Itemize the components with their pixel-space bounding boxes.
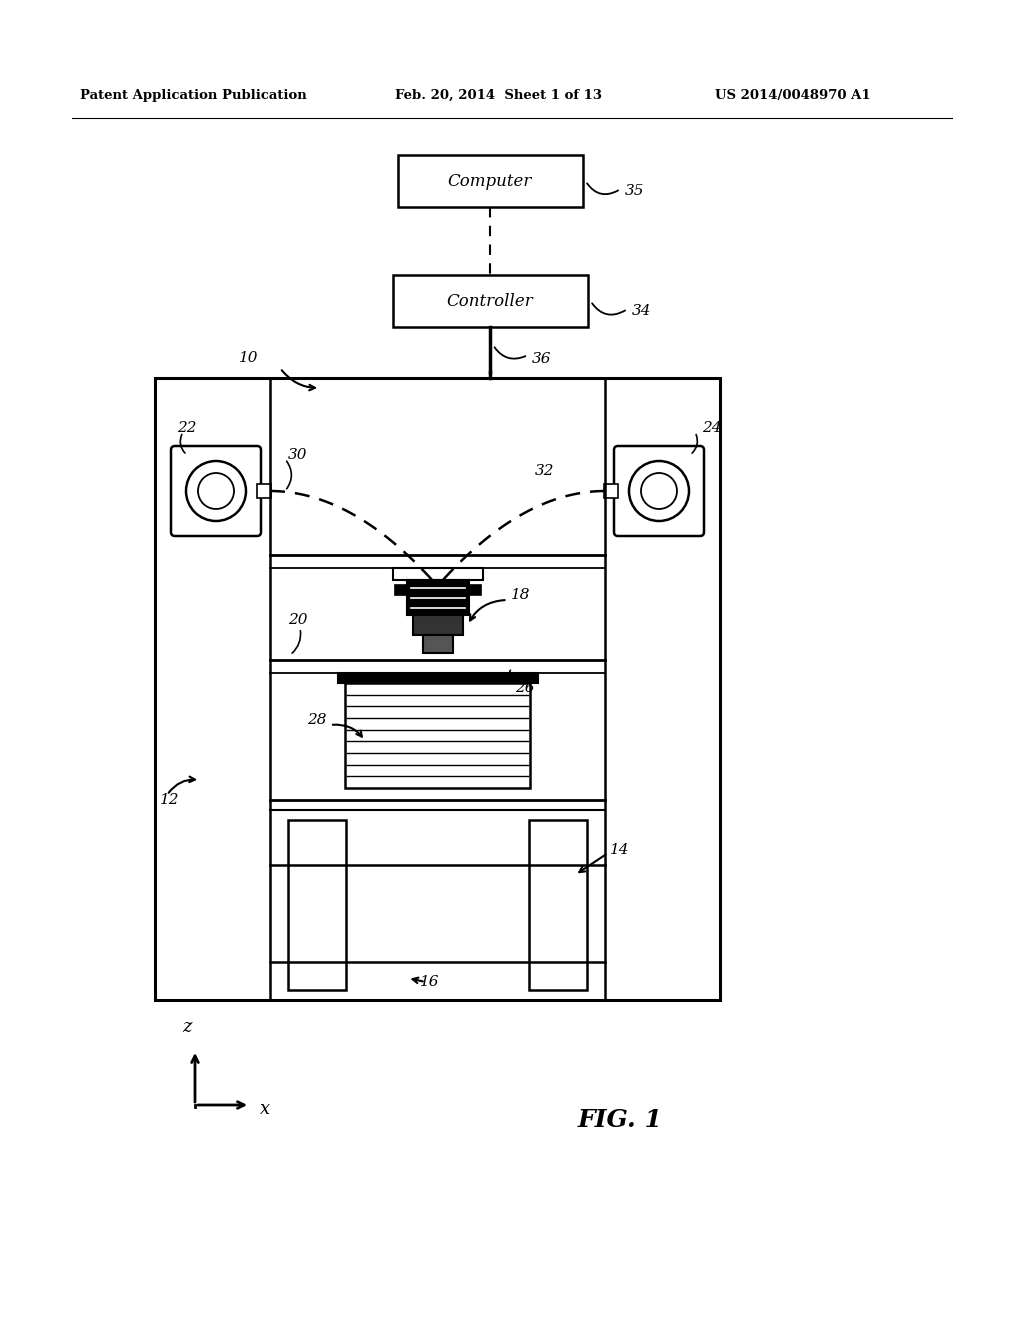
Text: 22: 22 bbox=[177, 421, 197, 436]
FancyBboxPatch shape bbox=[171, 446, 261, 536]
Bar bbox=[397, 154, 583, 207]
Text: 20: 20 bbox=[288, 612, 307, 627]
Text: x: x bbox=[260, 1100, 270, 1118]
Text: 34: 34 bbox=[632, 304, 651, 318]
Bar bbox=[392, 275, 588, 327]
Text: 10: 10 bbox=[239, 351, 258, 366]
Text: 36: 36 bbox=[532, 352, 552, 366]
Text: Computer: Computer bbox=[447, 173, 532, 190]
Bar bbox=[345, 682, 530, 788]
Bar bbox=[338, 673, 538, 682]
Text: FIG. 1: FIG. 1 bbox=[578, 1107, 663, 1133]
Text: 18: 18 bbox=[511, 587, 530, 602]
Text: 30: 30 bbox=[288, 447, 307, 462]
Circle shape bbox=[198, 473, 234, 510]
Text: Patent Application Publication: Patent Application Publication bbox=[80, 88, 307, 102]
Text: z: z bbox=[182, 1018, 191, 1036]
Bar bbox=[155, 378, 720, 1001]
Bar bbox=[423, 635, 453, 653]
Bar bbox=[394, 585, 407, 595]
Text: US 2014/0048970 A1: US 2014/0048970 A1 bbox=[715, 88, 870, 102]
Circle shape bbox=[186, 461, 246, 521]
Text: 28: 28 bbox=[307, 713, 327, 727]
Text: 35: 35 bbox=[625, 183, 644, 198]
Bar bbox=[407, 579, 469, 615]
Text: 24: 24 bbox=[702, 421, 722, 436]
Bar bbox=[288, 820, 346, 990]
Bar bbox=[392, 568, 482, 579]
Circle shape bbox=[641, 473, 677, 510]
Bar bbox=[469, 585, 480, 595]
Text: 12: 12 bbox=[160, 793, 179, 807]
Text: 26: 26 bbox=[515, 681, 535, 696]
FancyBboxPatch shape bbox=[614, 446, 705, 536]
Text: Controller: Controller bbox=[446, 293, 534, 309]
Bar bbox=[413, 615, 463, 635]
Bar bbox=[529, 820, 587, 990]
Text: 14: 14 bbox=[610, 843, 630, 857]
Text: 32: 32 bbox=[535, 465, 555, 478]
Text: 16: 16 bbox=[420, 975, 439, 989]
Circle shape bbox=[629, 461, 689, 521]
Bar bbox=[604, 484, 618, 498]
Bar bbox=[257, 484, 271, 498]
Text: Feb. 20, 2014  Sheet 1 of 13: Feb. 20, 2014 Sheet 1 of 13 bbox=[395, 88, 602, 102]
